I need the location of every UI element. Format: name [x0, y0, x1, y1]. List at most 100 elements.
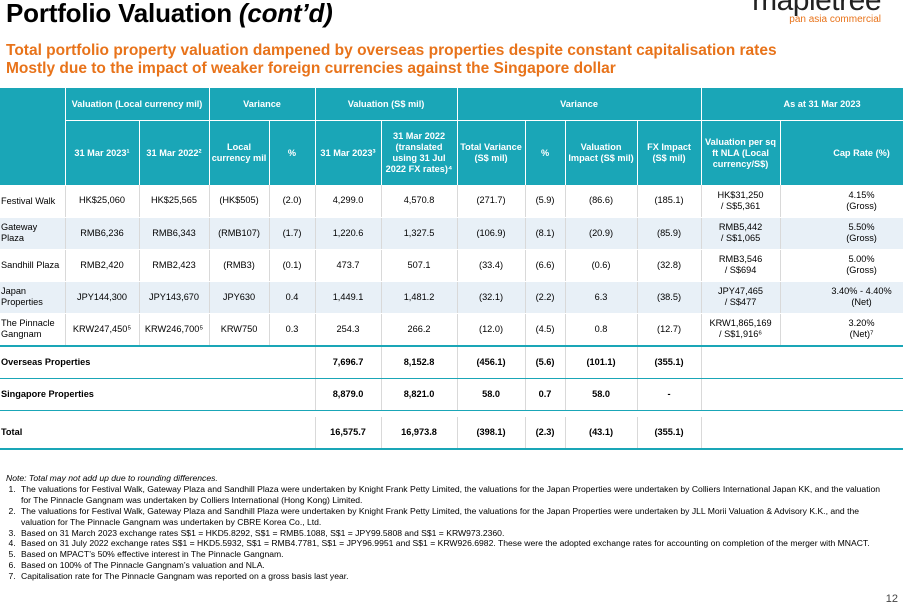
cell-c11-local: RMB5,442	[718, 222, 763, 232]
cell-c12: 4.15% (Gross)	[780, 185, 903, 218]
header-variance-local: Variance	[209, 88, 316, 121]
table-row: Festival Walk HK$25,060 HK$25,565 (HK$50…	[0, 185, 903, 218]
col-header-c3: Local currency mil	[209, 120, 270, 185]
total-name: Total	[0, 416, 316, 450]
cell-c5: 1,449.1	[315, 281, 382, 314]
cell-c10: (32.8)	[637, 249, 702, 282]
cell-c3: (RMB107)	[209, 217, 270, 250]
total-c9: 58.0	[565, 378, 638, 411]
valuation-table: Valuation (Local currency mil) Variance …	[0, 88, 903, 450]
cell-c9: 0.8	[565, 313, 638, 346]
cell-c5: 254.3	[315, 313, 382, 346]
table-row: Gateway Plaza RMB6,236 RMB6,343 (RMB107)…	[0, 217, 903, 250]
cell-c7: (106.9)	[457, 217, 526, 250]
total-c6: 8,152.8	[381, 344, 458, 379]
total-c10: (355.1)	[637, 416, 702, 450]
cell-c12: 3.20% (Net)⁷	[780, 313, 903, 346]
header-valuation-sgd: Valuation (S$ mil)	[315, 88, 458, 121]
cell-c1: RMB2,420	[65, 249, 140, 282]
cell-c11: RMB5,442/ S$1,065	[701, 217, 781, 250]
cell-c1: HK$25,060	[65, 185, 140, 218]
cell-c2: RMB2,423	[139, 249, 210, 282]
footnote-item: Based on 31 July 2022 exchange rates S$1…	[18, 538, 886, 549]
total-c8: (5.6)	[525, 344, 566, 379]
total-c6: 8,821.0	[381, 378, 458, 411]
cell-c5: 1,220.6	[315, 217, 382, 250]
cell-c12-rate: 5.00%	[848, 254, 875, 264]
col-header-c10: FX Impact (S$ mil)	[637, 120, 702, 185]
cell-c4: 0.4	[269, 281, 316, 314]
cell-c12-basis: (Gross)	[846, 200, 877, 211]
footnote-item: Based on 31 March 2023 exchange rates S$…	[18, 528, 886, 539]
cell-c3: (RMB3)	[209, 249, 270, 282]
footnote-item: The valuations for Festival Walk, Gatewa…	[18, 484, 886, 506]
cell-c2: JPY143,670	[139, 281, 210, 314]
mapletree-logo: mapletree pan asia commercial	[752, 0, 881, 25]
cell-c11-local: HK$31,250	[717, 189, 764, 200]
total-blank	[701, 344, 903, 379]
cell-c3: (HK$505)	[209, 185, 270, 218]
cell-c7: (33.4)	[457, 249, 526, 282]
cell-c12-rate: 3.40% - 4.40%	[831, 286, 892, 296]
total-c10: (355.1)	[637, 344, 702, 379]
page-title: Portfolio Valuation (cont’d)	[6, 0, 333, 29]
footnote-item: Capitalisation rate for The Pinnacle Gan…	[18, 571, 886, 582]
cell-c2: KRW246,700⁵	[139, 313, 210, 346]
spacer-cell	[0, 410, 903, 417]
cell-c8: (8.1)	[525, 217, 566, 250]
cell-c11-sgd: / S$1,916⁶	[718, 329, 763, 339]
total-c7: (456.1)	[457, 344, 526, 379]
footnote-item: Based on 100% of The Pinnacle Gangnam’s …	[18, 560, 886, 571]
header-valuation-local: Valuation (Local currency mil)	[65, 88, 210, 121]
table-spacer	[0, 410, 903, 417]
col-header-c8: %	[525, 120, 566, 185]
cell-c11: KRW1,865,169/ S$1,916⁶	[701, 313, 781, 346]
note-intro: Note: Total may not add up due to roundi…	[6, 473, 218, 483]
cell-c11: HK$31,250/ S$5,361	[701, 185, 781, 218]
cell-c5: 4,299.0	[315, 185, 382, 218]
table-row: The Pinnacle Gangnam KRW247,450⁵ KRW246,…	[0, 313, 903, 346]
cell-c3: KRW750	[209, 313, 270, 346]
page-number: 12	[885, 593, 898, 605]
cell-c12-basis: (Net)	[851, 297, 872, 307]
cell-c7: (12.0)	[457, 313, 526, 346]
row-name: The Pinnacle Gangnam	[0, 313, 66, 346]
cell-c7: (32.1)	[457, 281, 526, 314]
cell-c10: (185.1)	[637, 185, 702, 218]
cell-c4: (1.7)	[269, 217, 316, 250]
total-c6: 16,973.8	[381, 416, 458, 450]
cell-c12: 5.50% (Gross)	[780, 217, 903, 250]
total-c9: (101.1)	[565, 344, 638, 379]
col-header-c4: %	[269, 120, 316, 185]
cell-c2: RMB6,343	[139, 217, 210, 250]
cell-c11-sgd: / S$477	[724, 297, 757, 307]
footnotes: Note: Total may not add up due to roundi…	[6, 473, 886, 582]
cell-c12: 5.00% (Gross)	[780, 249, 903, 282]
table-row: Japan Properties JPY144,300 JPY143,670 J…	[0, 281, 903, 314]
cell-c4: (2.0)	[269, 185, 316, 218]
total-row-singapore: Singapore Properties 8,879.0 8,821.0 58.…	[0, 378, 903, 411]
total-name: Overseas Properties	[0, 344, 316, 379]
cell-c5: 473.7	[315, 249, 382, 282]
total-c9: (43.1)	[565, 416, 638, 450]
table-row: Sandhill Plaza RMB2,420 RMB2,423 (RMB3) …	[0, 249, 903, 282]
total-row-overseas: Overseas Properties 7,696.7 8,152.8 (456…	[0, 344, 903, 379]
col-header-c7: Total Variance (S$ mil)	[457, 120, 526, 185]
total-c10: -	[637, 378, 702, 411]
cell-c7: (271.7)	[457, 185, 526, 218]
cell-c8: (2.2)	[525, 281, 566, 314]
header-variance-sgd: Variance	[457, 88, 702, 121]
cell-c11-sgd: / S$1,065	[720, 233, 761, 243]
cell-c8: (6.6)	[525, 249, 566, 282]
cell-c8: (5.9)	[525, 185, 566, 218]
col-header-c1: 31 Mar 2023¹	[65, 120, 140, 185]
cell-c10: (85.9)	[637, 217, 702, 250]
row-name: Japan Properties	[0, 281, 66, 314]
col-header-c9: Valuation Impact (S$ mil)	[565, 120, 638, 185]
cell-c12-rate: 4.15%	[848, 189, 875, 200]
total-row-grand: Total 16,575.7 16,973.8 (398.1) (2.3) (4…	[0, 416, 903, 450]
cell-c9: (20.9)	[565, 217, 638, 250]
subtitle-line-1: Total portfolio property valuation dampe…	[6, 42, 777, 59]
header-property-blank	[0, 88, 66, 186]
footnote-item: Based on MPACT’s 50% effective interest …	[18, 549, 886, 560]
